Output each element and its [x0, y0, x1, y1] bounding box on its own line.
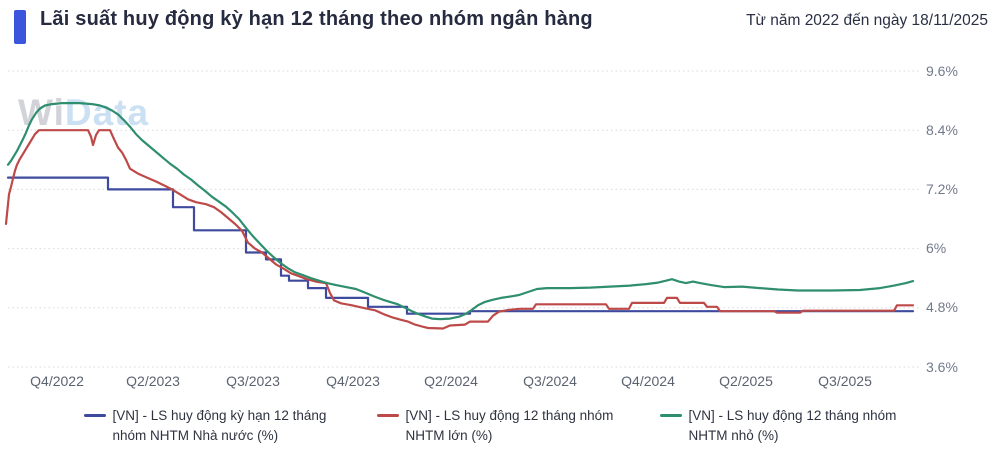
x-axis-label: Q4/2023	[326, 373, 380, 389]
legend-line-swatch	[376, 414, 399, 417]
title-accent-bar	[14, 10, 26, 44]
legend-line-swatch	[659, 414, 682, 417]
x-axis-label: Q3/2024	[523, 373, 577, 389]
legend-line-swatch	[83, 414, 106, 417]
x-axis-label: Q2/2025	[719, 373, 773, 389]
chart-header: Lãi suất huy động kỳ hạn 12 tháng theo n…	[14, 8, 988, 44]
x-axis-label: Q2/2024	[424, 373, 478, 389]
page-subtitle: Từ năm 2022 đến ngày 18/11/2025	[746, 12, 988, 29]
y-axis-label: 8.4%	[926, 122, 958, 138]
x-axis-label: Q3/2025	[818, 373, 872, 389]
legend-item-nhtm-nho[interactable]: [VN] - LS huy động 12 tháng nhóm NHTM nh…	[659, 406, 917, 447]
legend-item-label: [VN] - LS huy động 12 tháng nhóm NHTM lớ…	[405, 408, 614, 444]
x-axis-label: Q4/2022	[30, 373, 84, 389]
watermark-part-2: Data	[64, 92, 150, 133]
chart-legend: [VN] - LS huy động kỳ hạn 12 tháng nhóm …	[0, 406, 1000, 447]
y-axis-label: 6%	[926, 240, 947, 256]
legend-item-label: [VN] - LS huy động kỳ hạn 12 tháng nhóm …	[112, 408, 327, 444]
legend-item-nhtm-nha-nuoc[interactable]: [VN] - LS huy động kỳ hạn 12 tháng nhóm …	[83, 406, 351, 447]
legend-item-label: [VN] - LS huy động 12 tháng nhóm NHTM nh…	[688, 408, 897, 444]
x-axis-label: Q2/2023	[126, 373, 180, 389]
x-axis-label: Q4/2024	[621, 373, 675, 389]
y-axis-label: 4.8%	[926, 299, 958, 315]
y-axis-label: 9.6%	[926, 63, 958, 79]
watermark-logo: WiData	[18, 92, 149, 134]
y-axis-label: 3.6%	[926, 359, 958, 375]
page-title: Lãi suất huy động kỳ hạn 12 tháng theo n…	[40, 8, 593, 30]
y-axis-label: 7.2%	[926, 181, 958, 197]
x-axis-label: Q3/2023	[226, 373, 280, 389]
legend-item-nhtm-lon[interactable]: [VN] - LS huy động 12 tháng nhóm NHTM lớ…	[376, 406, 634, 447]
watermark-part-1: Wi	[18, 92, 65, 133]
